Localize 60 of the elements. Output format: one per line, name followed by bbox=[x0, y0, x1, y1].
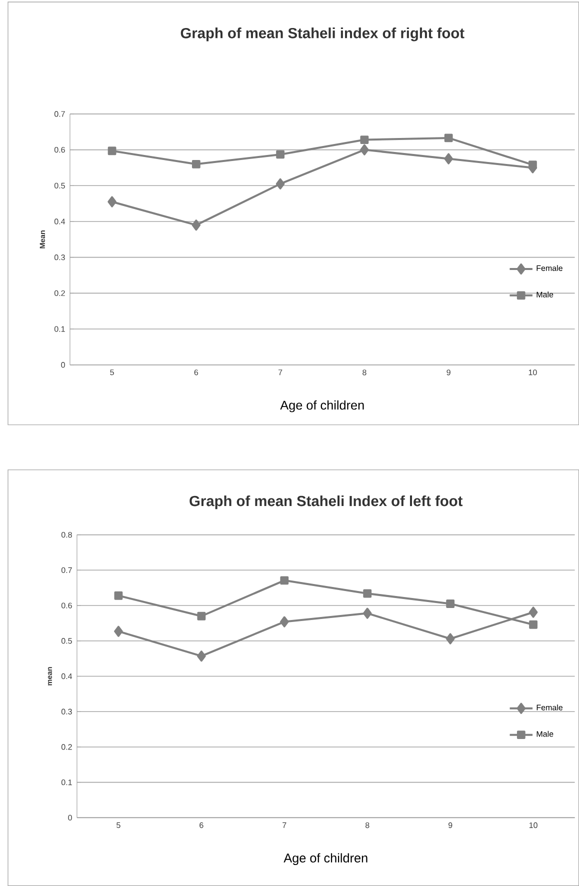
x-tick-label: 5 bbox=[116, 822, 120, 828]
point bbox=[192, 160, 200, 168]
point bbox=[276, 178, 285, 190]
y-tick-label: 0 bbox=[68, 814, 72, 821]
x-tick-label: 8 bbox=[365, 822, 370, 828]
y-tick-label: 0.7 bbox=[61, 567, 72, 573]
y-tick-label: 0.3 bbox=[61, 708, 72, 714]
x-tick-label: 6 bbox=[194, 370, 198, 376]
x-tick-label: 10 bbox=[528, 370, 537, 376]
legend-label: Male bbox=[536, 730, 554, 737]
point bbox=[280, 576, 289, 585]
x-tick-label: 7 bbox=[282, 822, 286, 828]
x-tick-label: 7 bbox=[278, 370, 282, 376]
point bbox=[108, 146, 116, 156]
y-tick-label: 0.3 bbox=[54, 254, 65, 260]
point bbox=[280, 616, 289, 628]
y-tick-label: 0.2 bbox=[54, 290, 65, 296]
y-tick-label: 0.5 bbox=[61, 638, 72, 644]
point bbox=[360, 136, 369, 144]
x-tick-label: 8 bbox=[362, 370, 366, 376]
point bbox=[362, 608, 372, 619]
y-tick-label: 0.8 bbox=[61, 532, 72, 538]
y-tick-label: 0.1 bbox=[54, 326, 65, 332]
y-tick-label: 0.6 bbox=[54, 146, 65, 153]
x-axis-title: Age of children bbox=[284, 853, 368, 866]
x-tick-label: 5 bbox=[110, 370, 114, 376]
point bbox=[197, 612, 206, 620]
y-tick-label: 0.4 bbox=[54, 218, 65, 224]
legend-label: Female bbox=[536, 265, 562, 271]
y-tick-label: 0.5 bbox=[54, 182, 65, 188]
x-tick-label: 10 bbox=[529, 822, 538, 828]
y-tick-label: 0.1 bbox=[61, 779, 72, 786]
point bbox=[108, 196, 116, 208]
chart-title: Graph of mean Staheli index of right foot bbox=[180, 28, 464, 42]
x-tick-label: 9 bbox=[446, 370, 450, 376]
point bbox=[360, 144, 369, 156]
legend-label: Male bbox=[536, 292, 554, 298]
legend-label: Female bbox=[536, 704, 562, 710]
y-tick-label: 0.7 bbox=[54, 111, 65, 117]
y-tick-label: 0.2 bbox=[61, 744, 72, 750]
x-tick-label: 9 bbox=[448, 822, 452, 828]
point bbox=[114, 591, 123, 600]
point bbox=[446, 633, 455, 644]
point bbox=[192, 220, 201, 231]
point bbox=[114, 626, 123, 637]
point bbox=[528, 606, 538, 618]
y-tick-label: 0 bbox=[61, 362, 65, 368]
point bbox=[444, 153, 453, 164]
chart-title: Graph of mean Staheli Index of left foot bbox=[190, 495, 462, 510]
point bbox=[444, 134, 453, 142]
x-tick-label: 6 bbox=[200, 822, 204, 828]
point bbox=[276, 150, 284, 159]
point bbox=[529, 620, 538, 629]
x-axis-title: Age of children bbox=[280, 400, 364, 412]
y-tick-label: 0.4 bbox=[61, 673, 72, 680]
point bbox=[528, 160, 537, 170]
point bbox=[196, 650, 206, 662]
y-tick-label: 0.6 bbox=[61, 602, 72, 608]
point bbox=[363, 589, 372, 598]
point bbox=[446, 600, 454, 608]
